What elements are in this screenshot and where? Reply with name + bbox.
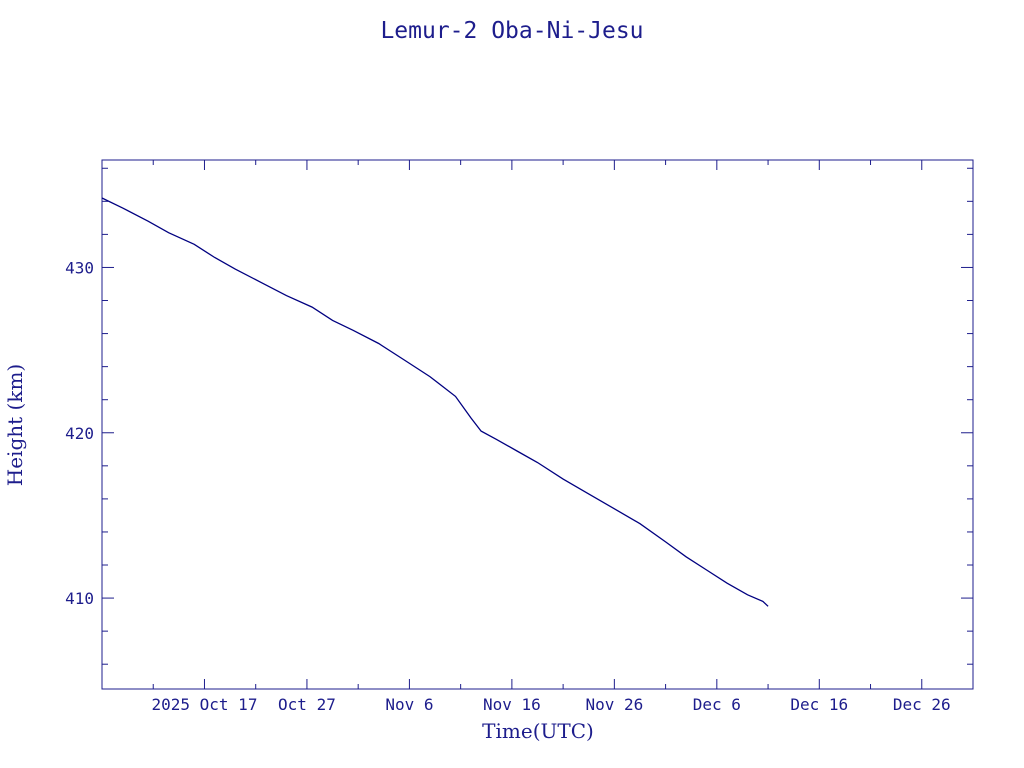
- x-tick-label: Oct 27: [278, 695, 336, 714]
- chart-title: Lemur-2 Oba-Ni-Jesu: [380, 18, 643, 44]
- y-axis-label: Height (km): [3, 364, 27, 486]
- x-axis-label: Time(UTC): [482, 719, 594, 743]
- x-tick-label: Nov 6: [385, 695, 433, 714]
- x-tick-label: Nov 16: [483, 695, 541, 714]
- plot-frame: [101, 159, 974, 690]
- y-tick-label: 430: [65, 258, 94, 277]
- x-tick-label: Dec 6: [693, 695, 741, 714]
- y-tick-label: 420: [65, 424, 94, 443]
- series-line: [101, 197, 769, 607]
- y-tick-label: 410: [65, 589, 94, 608]
- y-tick-labels: 410 420 430: [65, 258, 94, 608]
- x-tick-label: 2025 Oct 17: [151, 695, 257, 714]
- x-tick-label: Dec 26: [893, 695, 951, 714]
- series-lines: [101, 197, 769, 607]
- axis-ticks: [101, 160, 974, 689]
- x-tick-labels: 2025 Oct 17 Oct 27 Nov 6 Nov 16 Nov 26 Dec 6 D…: [151, 695, 950, 714]
- x-tick-label: Nov 26: [585, 695, 643, 714]
- x-tick-label: Dec 16: [790, 695, 848, 714]
